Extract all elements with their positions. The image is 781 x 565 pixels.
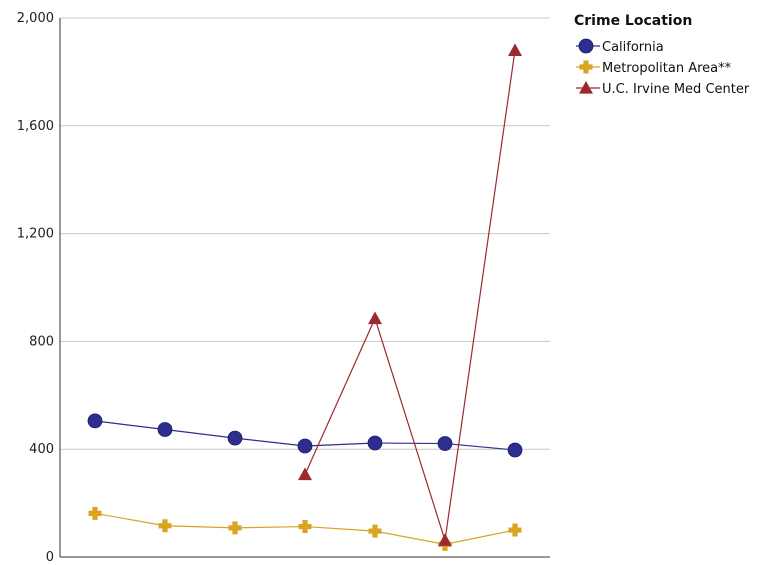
legend-item: U.C. Irvine Med Center xyxy=(576,81,750,97)
legend-item: California xyxy=(576,38,664,55)
data-point xyxy=(228,521,242,535)
y-tick-label: 1,600 xyxy=(17,119,54,134)
series-metropolitan-area xyxy=(88,506,522,551)
legend-item: Metropolitan Area** xyxy=(576,60,732,76)
data-point xyxy=(368,524,382,538)
y-tick-label: 800 xyxy=(29,334,54,349)
legend-title: Crime Location xyxy=(574,13,692,29)
data-point xyxy=(298,467,312,481)
legend-marker-icon xyxy=(579,60,593,74)
gridlines xyxy=(60,17,550,450)
legend-marker-icon xyxy=(579,81,593,94)
data-point xyxy=(508,523,522,537)
legend: Crime Location California Metropolitan Are… xyxy=(574,13,750,97)
data-point xyxy=(508,43,522,56)
series-u-c-irvine-med-center xyxy=(298,43,522,546)
data-point xyxy=(157,422,173,437)
y-axis: 0 400 800 1,200 1,600 2,000 xyxy=(17,11,550,565)
data-point xyxy=(368,311,382,325)
legend-marker-icon xyxy=(578,38,594,54)
data-point xyxy=(367,435,383,451)
y-tick-label: 2,000 xyxy=(17,11,54,26)
data-point xyxy=(88,506,102,520)
y-tick-label: 400 xyxy=(29,442,54,457)
legend-label: U.C. Irvine Med Center xyxy=(602,82,750,97)
legend-label: Metropolitan Area** xyxy=(602,61,732,76)
data-point xyxy=(437,436,453,451)
data-point xyxy=(438,533,452,546)
data-point xyxy=(227,430,243,446)
y-tick-label: 1,200 xyxy=(17,227,54,242)
data-point xyxy=(297,438,313,454)
data-point xyxy=(298,520,312,534)
series-line xyxy=(304,50,516,541)
series-layer xyxy=(87,43,523,551)
data-point xyxy=(158,519,172,533)
legend-label: California xyxy=(602,40,664,55)
y-tick-label: 0 xyxy=(46,550,54,565)
data-point xyxy=(507,442,523,458)
data-point xyxy=(87,413,103,429)
series-california xyxy=(87,413,523,458)
